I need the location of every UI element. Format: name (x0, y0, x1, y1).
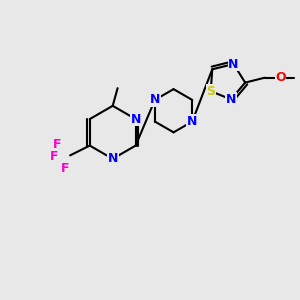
Text: F: F (53, 138, 61, 151)
Text: N: N (226, 93, 236, 106)
Text: F: F (61, 162, 70, 175)
Text: O: O (275, 71, 286, 84)
Text: N: N (228, 58, 239, 70)
Text: N: N (187, 115, 197, 128)
Text: F: F (50, 150, 59, 163)
Text: N: N (130, 112, 141, 126)
Text: N: N (150, 93, 160, 106)
Text: N: N (107, 152, 118, 165)
Text: S: S (206, 85, 215, 98)
